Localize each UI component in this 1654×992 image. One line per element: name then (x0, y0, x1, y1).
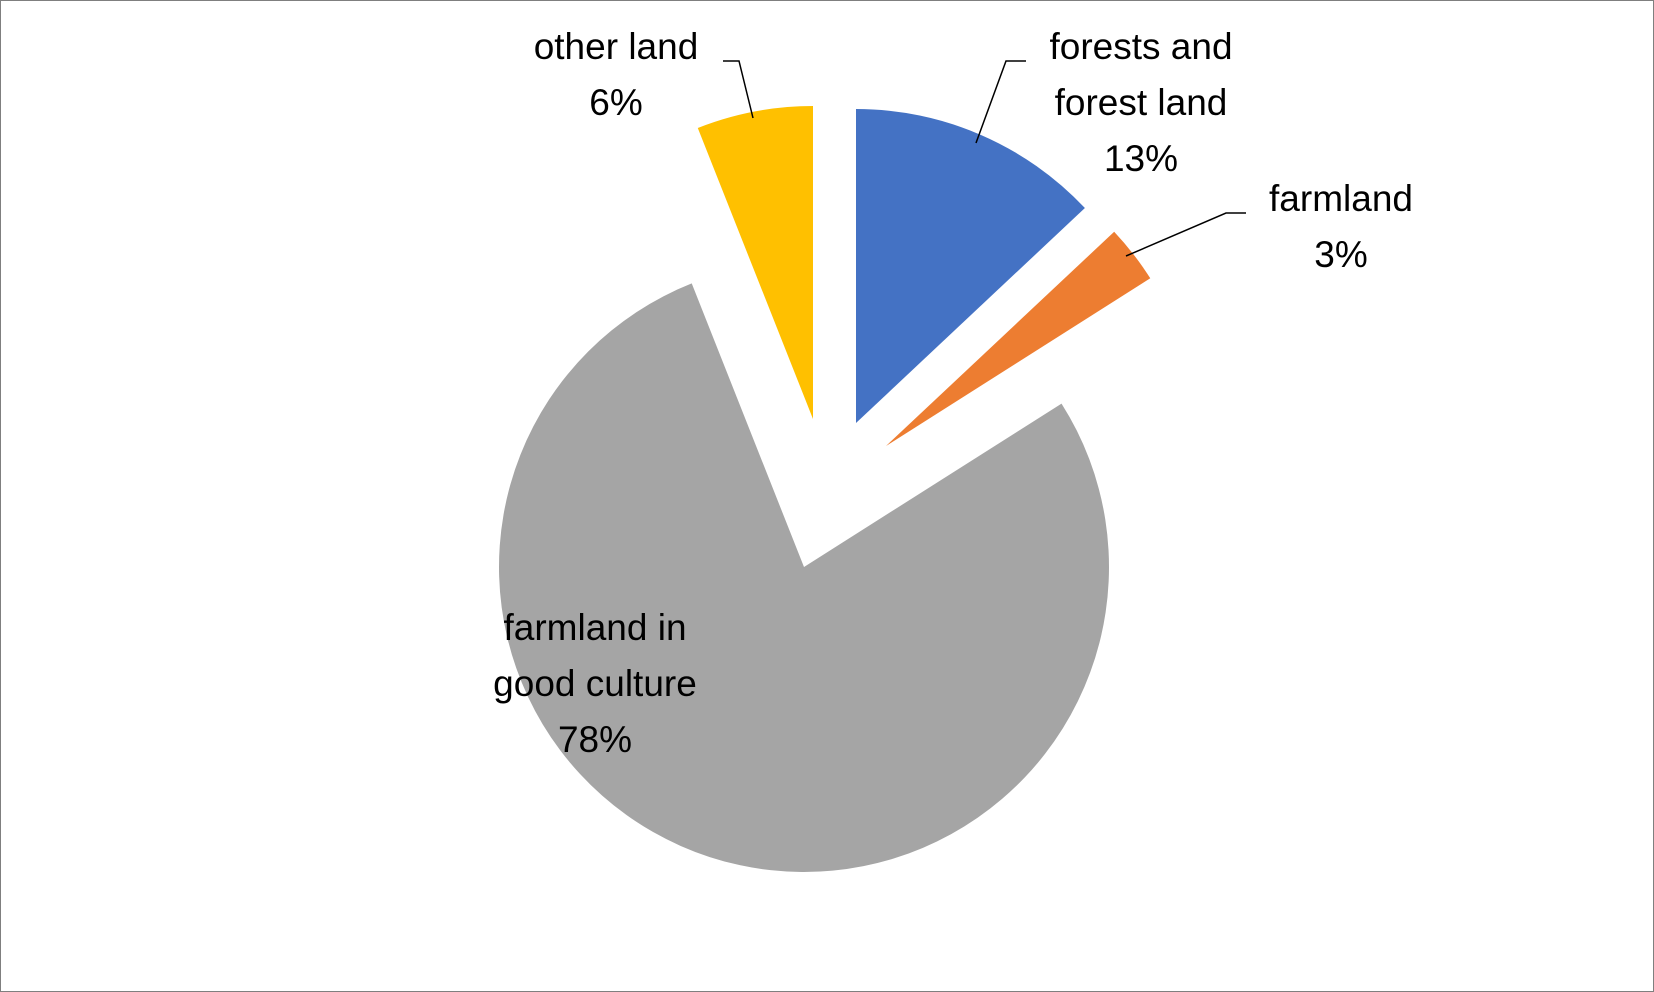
data-label-other-land: other land 6% (534, 26, 699, 123)
leader-line-farmland (1125, 212, 1246, 257)
leader-line-forests-and-forest-land (975, 60, 1026, 144)
leader-line-other-land (723, 60, 754, 119)
pie-slice-farmland (886, 231, 1151, 446)
pie-slice-forests-and-forest-land (856, 109, 1085, 423)
data-label-farmland-in-good-culture: farmland in good culture 78% (493, 607, 697, 760)
data-label-farmland: farmland 3% (1269, 178, 1413, 275)
pie-slice-farmland-in-good-culture (499, 283, 1110, 873)
data-label-forests-and-forest-land: forests and forest land 13% (1049, 26, 1232, 179)
pie-slice-other-land (697, 106, 813, 419)
